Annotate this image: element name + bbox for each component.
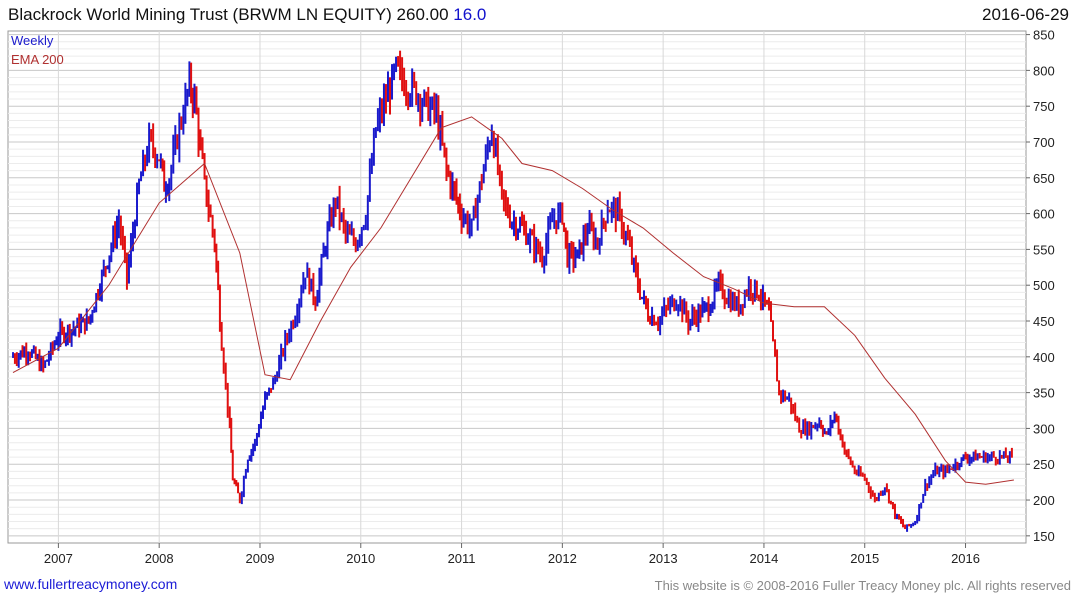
ema-200-line-group (12, 116, 1014, 485)
y-tick-label: 800 (1033, 63, 1055, 78)
x-tick-label: 2011 (448, 551, 476, 566)
x-tick-label: 2013 (649, 551, 678, 566)
x-tick-label: 2016 (951, 551, 980, 566)
grid (7, 30, 1027, 544)
chart-title: Blackrock World Mining Trust (BRWM LN EQ… (8, 5, 486, 25)
y-tick-label: 700 (1033, 135, 1055, 150)
y-tick-label: 200 (1033, 493, 1055, 508)
y-tick-label: 250 (1033, 457, 1055, 472)
y-tick-label: 550 (1033, 242, 1055, 257)
title-text: Blackrock World Mining Trust (BRWM LN EQ… (8, 5, 449, 24)
y-tick-label: 450 (1033, 314, 1055, 329)
y-tick-label: 650 (1033, 171, 1055, 186)
ema-200-line (12, 116, 1014, 485)
axes: 150 200 250 300 350 400 450 500 550 600 650 700 750 8… (44, 28, 1055, 566)
x-tick-label: 2007 (44, 551, 73, 566)
legend-weekly: Weekly (11, 33, 54, 48)
x-tick-label: 2015 (850, 551, 879, 566)
x-tick-label: 2008 (145, 551, 174, 566)
y-tick-label: 500 (1033, 278, 1055, 293)
x-tick-label: 2009 (246, 551, 275, 566)
y-tick-label: 150 (1033, 529, 1055, 544)
copyright-text: This website is © 2008-2016 Fuller Treac… (654, 578, 1071, 593)
y-tick-label: 850 (1033, 28, 1055, 43)
legend: Weekly EMA 200 (11, 33, 64, 67)
price-change: 16.0 (453, 5, 487, 24)
weekly-price-bars (12, 50, 1013, 532)
plot-frame (7, 30, 1027, 544)
y-tick-label: 400 (1033, 350, 1055, 365)
y-tick-label: 300 (1033, 421, 1055, 436)
legend-ema-200: EMA 200 (11, 52, 64, 67)
x-tick-label: 2014 (749, 551, 778, 566)
x-tick-label: 2010 (346, 551, 375, 566)
chart-date: 2016-06-29 (982, 5, 1069, 24)
y-tick-label: 600 (1033, 207, 1055, 222)
site-link[interactable]: www.fullertreacymoney.com (4, 576, 178, 592)
y-tick-label: 750 (1033, 99, 1055, 114)
x-tick-label: 2012 (548, 551, 577, 566)
y-tick-label: 350 (1033, 386, 1055, 401)
